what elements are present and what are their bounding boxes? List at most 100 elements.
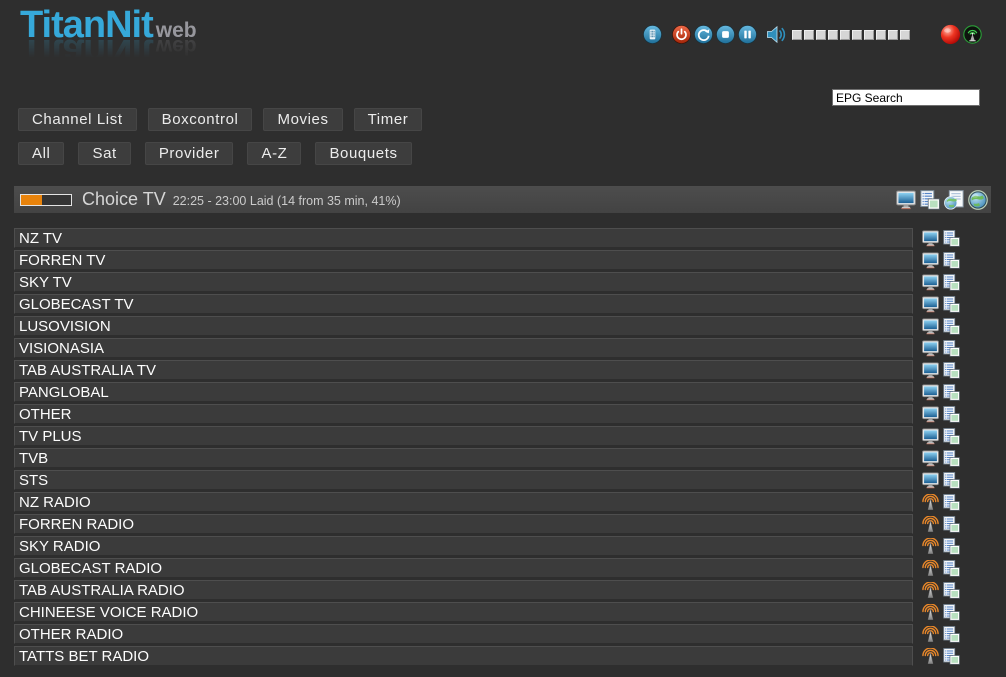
webtv-page-icon[interactable]	[944, 190, 964, 210]
channel-name[interactable]: TAB AUSTRALIA RADIO	[14, 580, 913, 600]
radio-zap-icon[interactable]	[922, 648, 939, 665]
tv-zap-icon[interactable]	[922, 472, 939, 489]
tv-zap-icon[interactable]	[922, 406, 939, 423]
reload-icon[interactable]	[694, 25, 713, 44]
zap-monitor-icon[interactable]	[896, 190, 916, 210]
tv-zap-icon[interactable]	[922, 428, 939, 445]
epg-list-icon[interactable]	[943, 472, 960, 489]
epg-list-icon[interactable]	[943, 582, 960, 599]
stop-icon[interactable]	[716, 25, 735, 44]
epg-list-icon[interactable]	[943, 362, 960, 379]
channel-name[interactable]: FORREN RADIO	[14, 514, 913, 534]
pause-icon[interactable]	[738, 25, 757, 44]
nav-tab-movies[interactable]: Movies	[263, 108, 343, 131]
epg-list-icon[interactable]	[943, 604, 960, 621]
channel-name[interactable]: GLOBECAST TV	[14, 294, 913, 314]
epg-list-icon[interactable]	[943, 648, 960, 665]
channel-name[interactable]: SKY RADIO	[14, 536, 913, 556]
radio-zap-icon[interactable]	[922, 604, 939, 621]
filter-tab-a-z[interactable]: A-Z	[247, 142, 302, 165]
epg-list-icon[interactable]	[943, 428, 960, 445]
channel-name[interactable]: LUSOVISION	[14, 316, 913, 336]
epg-list-icon[interactable]	[943, 230, 960, 247]
volume-segment[interactable]	[840, 29, 850, 40]
nav-tab-boxcontrol[interactable]: Boxcontrol	[147, 108, 253, 131]
volume-segment[interactable]	[852, 29, 862, 40]
channel-actions	[922, 318, 960, 335]
channel-name[interactable]: NZ TV	[14, 228, 913, 248]
channel-name[interactable]: TVB	[14, 448, 913, 468]
tv-zap-icon[interactable]	[922, 384, 939, 401]
channel-name[interactable]: VISIONASIA	[14, 338, 913, 358]
epg-list-icon[interactable]	[943, 318, 960, 335]
tv-zap-icon[interactable]	[922, 230, 939, 247]
channel-actions	[922, 560, 960, 577]
epg-list-icon[interactable]	[943, 450, 960, 467]
epg-list-icon[interactable]	[943, 274, 960, 291]
radio-zap-icon[interactable]	[922, 582, 939, 599]
channel-name[interactable]: TATTS BET RADIO	[14, 646, 913, 666]
tv-zap-icon[interactable]	[922, 450, 939, 467]
channel-name[interactable]: OTHER	[14, 404, 913, 424]
channel-name[interactable]: CHINEESE VOICE RADIO	[14, 602, 913, 622]
tv-zap-icon[interactable]	[922, 318, 939, 335]
epg-list-icon[interactable]	[943, 384, 960, 401]
volume-segment[interactable]	[804, 29, 814, 40]
channel-name[interactable]: FORREN TV	[14, 250, 913, 270]
channel-name[interactable]: NZ RADIO	[14, 492, 913, 512]
power-icon[interactable]	[672, 25, 691, 44]
epg-list-icon[interactable]	[943, 560, 960, 577]
filter-tab-bouquets[interactable]: Bouquets	[315, 142, 412, 165]
volume-segment[interactable]	[888, 29, 898, 40]
filter-tab-provider[interactable]: Provider	[144, 142, 234, 165]
channel-row: NZ TV	[14, 228, 960, 248]
epg-list-icon[interactable]	[943, 494, 960, 511]
volume-segment[interactable]	[828, 29, 838, 40]
channel-row: STS	[14, 470, 960, 490]
nav-tab-timer[interactable]: Timer	[353, 108, 423, 131]
epg-list-icon[interactable]	[943, 626, 960, 643]
epg-list-icon[interactable]	[943, 340, 960, 357]
channel-name[interactable]: GLOBECAST RADIO	[14, 558, 913, 578]
tv-zap-icon[interactable]	[922, 274, 939, 291]
tv-zap-icon[interactable]	[922, 340, 939, 357]
radio-zap-icon[interactable]	[922, 494, 939, 511]
stream-icon[interactable]	[963, 25, 982, 44]
epg-list-icon[interactable]	[943, 296, 960, 313]
filter-tab-all[interactable]: All	[18, 142, 65, 165]
channel-actions	[922, 494, 960, 511]
volume-segment[interactable]	[792, 29, 802, 40]
web-globe-icon[interactable]	[968, 190, 988, 210]
channel-name[interactable]: SKY TV	[14, 272, 913, 292]
volume-segment[interactable]	[864, 29, 874, 40]
channel-actions	[922, 252, 960, 269]
speaker-icon[interactable]	[766, 25, 788, 44]
filter-tabs: All Sat Provider A-Z Bouquets	[18, 142, 412, 165]
radio-zap-icon[interactable]	[922, 560, 939, 577]
channel-name[interactable]: OTHER RADIO	[14, 624, 913, 644]
filter-tab-sat[interactable]: Sat	[78, 142, 131, 165]
epg-search-input[interactable]	[832, 89, 980, 106]
radio-zap-icon[interactable]	[922, 516, 939, 533]
remote-icon[interactable]	[643, 25, 662, 44]
channel-name[interactable]: TV PLUS	[14, 426, 913, 446]
radio-zap-icon[interactable]	[922, 626, 939, 643]
channel-name[interactable]: STS	[14, 470, 913, 490]
epg-list-icon[interactable]	[920, 190, 940, 210]
channel-name[interactable]: PANGLOBAL	[14, 382, 913, 402]
tv-zap-icon[interactable]	[922, 296, 939, 313]
volume-segment[interactable]	[876, 29, 886, 40]
tv-zap-icon[interactable]	[922, 362, 939, 379]
epg-list-icon[interactable]	[943, 252, 960, 269]
channel-name[interactable]: TAB AUSTRALIA TV	[14, 360, 913, 380]
nav-tab-channel-list[interactable]: Channel List	[18, 108, 137, 131]
epg-list-icon[interactable]	[943, 516, 960, 533]
radio-zap-icon[interactable]	[922, 538, 939, 555]
epg-list-icon[interactable]	[943, 538, 960, 555]
epg-list-icon[interactable]	[943, 406, 960, 423]
volume-segment[interactable]	[900, 29, 910, 40]
record-icon[interactable]	[940, 24, 961, 45]
volume-segment[interactable]	[816, 29, 826, 40]
tv-zap-icon[interactable]	[922, 252, 939, 269]
